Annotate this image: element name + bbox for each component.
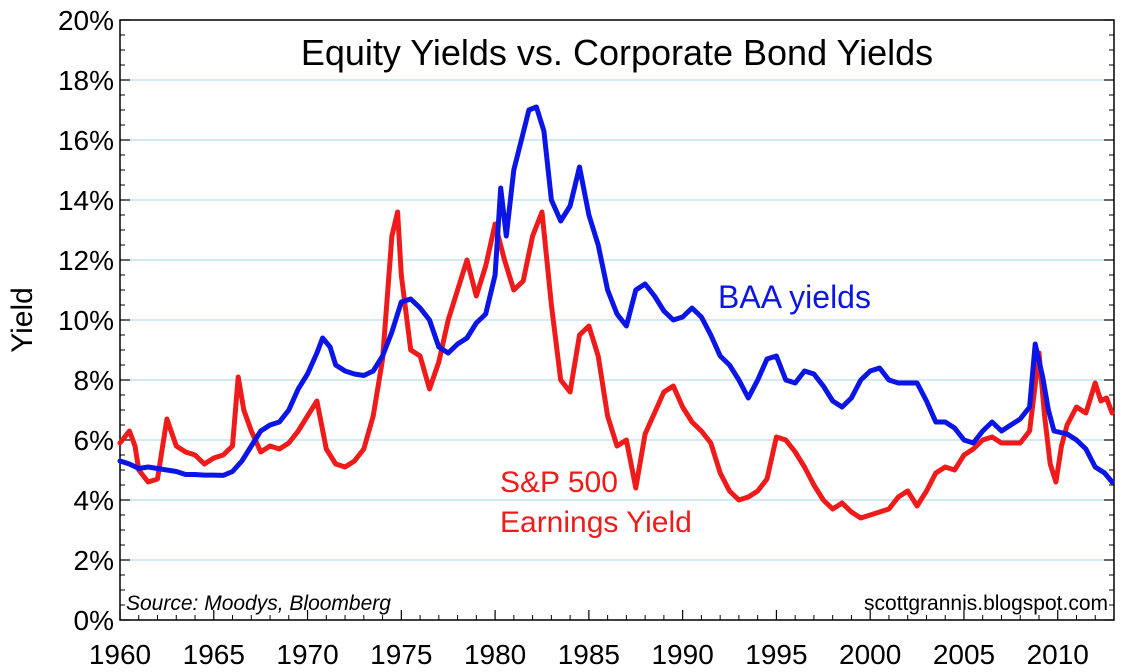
y-axis-label: Yield [6, 287, 39, 353]
source-note: Source: Moodys, Bloomberg [126, 592, 391, 615]
x-tick-label: 2000 [839, 639, 901, 670]
label-sp500-line1: S&P 500 [500, 466, 618, 499]
y-tick-label: 16% [58, 125, 114, 156]
x-tick-label: 1960 [89, 639, 151, 670]
y-tick-label: 10% [58, 305, 114, 336]
chart-title: Equity Yields vs. Corporate Bond Yields [301, 32, 933, 73]
x-tick-label: 1985 [558, 639, 620, 670]
x-tick-labels: 1960 1965 1970 1975 1980 1985 1990 1995 2000 2005… [89, 639, 1089, 670]
credit-note: scottgrannis.blogspot.com [864, 592, 1108, 615]
y-tick-label: 2% [74, 545, 114, 576]
x-tick-label: 1965 [183, 639, 245, 670]
y-tick-label: 4% [74, 485, 114, 516]
x-tick-label: 1990 [651, 639, 713, 670]
x-tick-label: 1975 [370, 639, 432, 670]
x-tick-label: 2005 [933, 639, 995, 670]
series-line-baa-yields [117, 104, 1115, 485]
label-baa-yields: BAA yields [718, 279, 871, 315]
y-tick-label: 0% [74, 605, 114, 636]
y-tick-label: 12% [58, 245, 114, 276]
x-tick-label: 1980 [464, 639, 526, 670]
x-tick-label: 1995 [745, 639, 807, 670]
y-tick-label: 6% [74, 425, 114, 456]
label-sp500-line2: Earnings Yield [500, 506, 692, 539]
y-tick-label: 8% [74, 365, 114, 396]
x-tick-label: 1970 [276, 639, 338, 670]
y-tick-label: 20% [58, 5, 114, 36]
minor-ticks [119, 19, 1114, 621]
x-tick-label: 2010 [1027, 639, 1089, 670]
y-tick-label: 14% [58, 185, 114, 216]
y-tick-label: 18% [58, 65, 114, 96]
gridlines [120, 79, 1114, 561]
y-tick-labels: 0% 2% 4% 6% 8% 10% 12% 14% 16% 18% 20% [58, 5, 114, 636]
series-line-sp500-earnings-yield [117, 209, 1115, 521]
series-lines [117, 104, 1115, 521]
